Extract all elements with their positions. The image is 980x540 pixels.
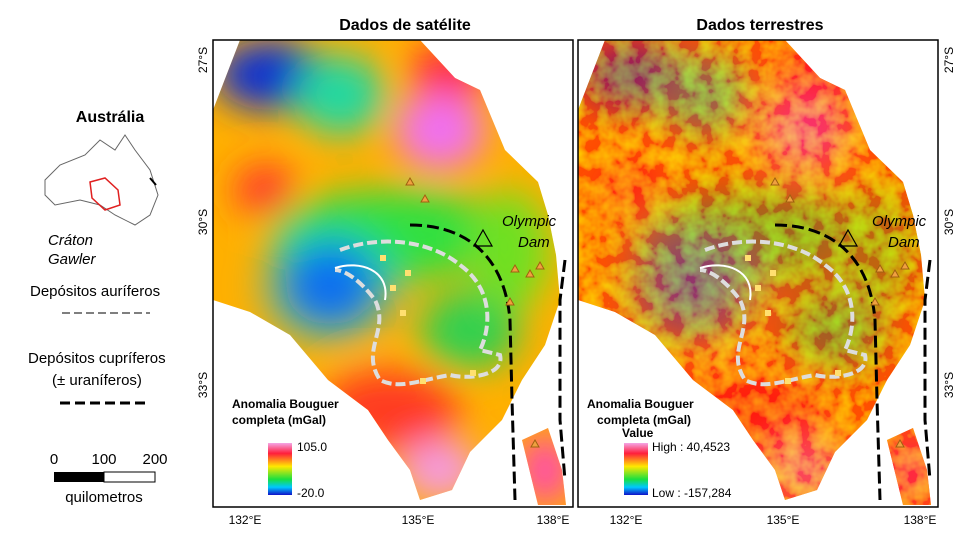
panel-satellite — [212, 39, 574, 508]
lon-label: 132°E — [229, 513, 262, 527]
scale-label: 0 — [50, 451, 58, 468]
colorbar-max: 105.0 — [297, 440, 327, 454]
legend-copper: (± uraníferos) — [52, 372, 142, 389]
colorbar-title: Anomalia Bouguer — [232, 397, 339, 411]
craton-label: Cráton — [48, 232, 93, 249]
inset-title: Austrália — [76, 109, 145, 126]
craton-outline — [89, 177, 121, 211]
panel-title: Dados terrestres — [696, 17, 823, 34]
place-label: Olympic — [502, 213, 557, 230]
scale-bar — [54, 472, 104, 482]
scale-label: 200 — [142, 451, 167, 468]
lon-label: 132°E — [610, 513, 643, 527]
lat-label: 27°S — [942, 47, 956, 73]
legend-copper: Depósitos cupríferos — [28, 350, 166, 367]
colorbar-title: Anomalia Bouguer — [587, 397, 694, 411]
panel-title: Dados de satélite — [339, 17, 471, 34]
place-label: Dam — [888, 234, 920, 251]
colorbar-title: completa (mGal) — [232, 413, 326, 427]
colorbar-max: High : 40,4523 — [652, 440, 730, 454]
lat-label: 30°S — [942, 209, 956, 235]
scale-unit: quilometros — [65, 489, 143, 506]
lat-label: 33°S — [942, 372, 956, 398]
lat-label: 30°S — [196, 209, 210, 235]
colorbar-value: Value — [622, 426, 654, 440]
scale-bar — [103, 471, 156, 483]
colorbar — [268, 443, 292, 495]
lat-label: 27°S — [196, 47, 210, 73]
lon-label: 138°E — [904, 513, 937, 527]
place-label: Dam — [518, 234, 550, 251]
overlays — [334, 176, 567, 501]
craton-label: Gawler — [48, 251, 97, 268]
section-line — [149, 177, 157, 186]
lon-label: 138°E — [537, 513, 570, 527]
lat-label: 33°S — [196, 372, 210, 398]
colorbar-min: Low : -157,284 — [652, 486, 732, 500]
colorbar-min: -20.0 — [297, 486, 325, 500]
place-label: Olympic — [872, 213, 927, 230]
lon-label: 135°E — [767, 513, 800, 527]
colorbar — [624, 443, 648, 495]
scale-label: 100 — [91, 451, 116, 468]
legend-gold: Depósitos auríferos — [30, 283, 160, 300]
australia-outline — [44, 134, 159, 226]
lon-label: 135°E — [402, 513, 435, 527]
colorbar-title: completa (mGal) — [597, 413, 691, 427]
